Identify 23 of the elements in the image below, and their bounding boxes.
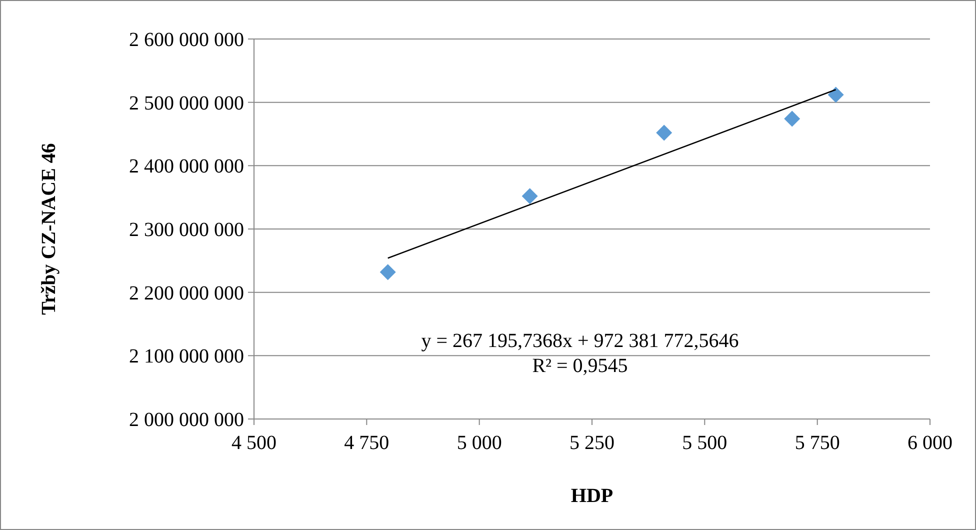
annotation: R² = 0,9545 (532, 355, 628, 377)
x-tick-label: 5 000 (456, 432, 502, 454)
x-tick-label: 4 500 (232, 432, 276, 454)
point (522, 188, 538, 204)
y-tick-label: 2 500 000 000 (129, 92, 244, 114)
annotation: y = 267 195,7368x + 972 381 772,5646 (421, 330, 739, 352)
point (380, 264, 396, 280)
point (784, 110, 800, 127)
x-tick-label: 5 750 (794, 432, 840, 454)
y-tick-label: 2 600 000 000 (129, 29, 244, 51)
y-tick-label: 2 300 000 000 (129, 219, 244, 241)
point (656, 124, 672, 141)
y-axis-title: Tržby CZ-NACE 46 (38, 143, 60, 315)
x-tick-label: 5 250 (570, 432, 614, 454)
y-tick-label: 2 000 000 000 (129, 409, 244, 431)
point (828, 86, 844, 103)
x-tick-label: 5 500 (682, 432, 728, 454)
x-tick-label: 4 750 (344, 432, 390, 454)
x-axis-title: HDP (570, 485, 614, 507)
y-tick-label: 2 200 000 000 (129, 282, 244, 304)
x-tick-label: 6 000 (908, 432, 952, 454)
y-tick-label: 2 100 000 000 (129, 346, 244, 368)
y-tick-label: 2 400 000 000 (129, 156, 244, 178)
